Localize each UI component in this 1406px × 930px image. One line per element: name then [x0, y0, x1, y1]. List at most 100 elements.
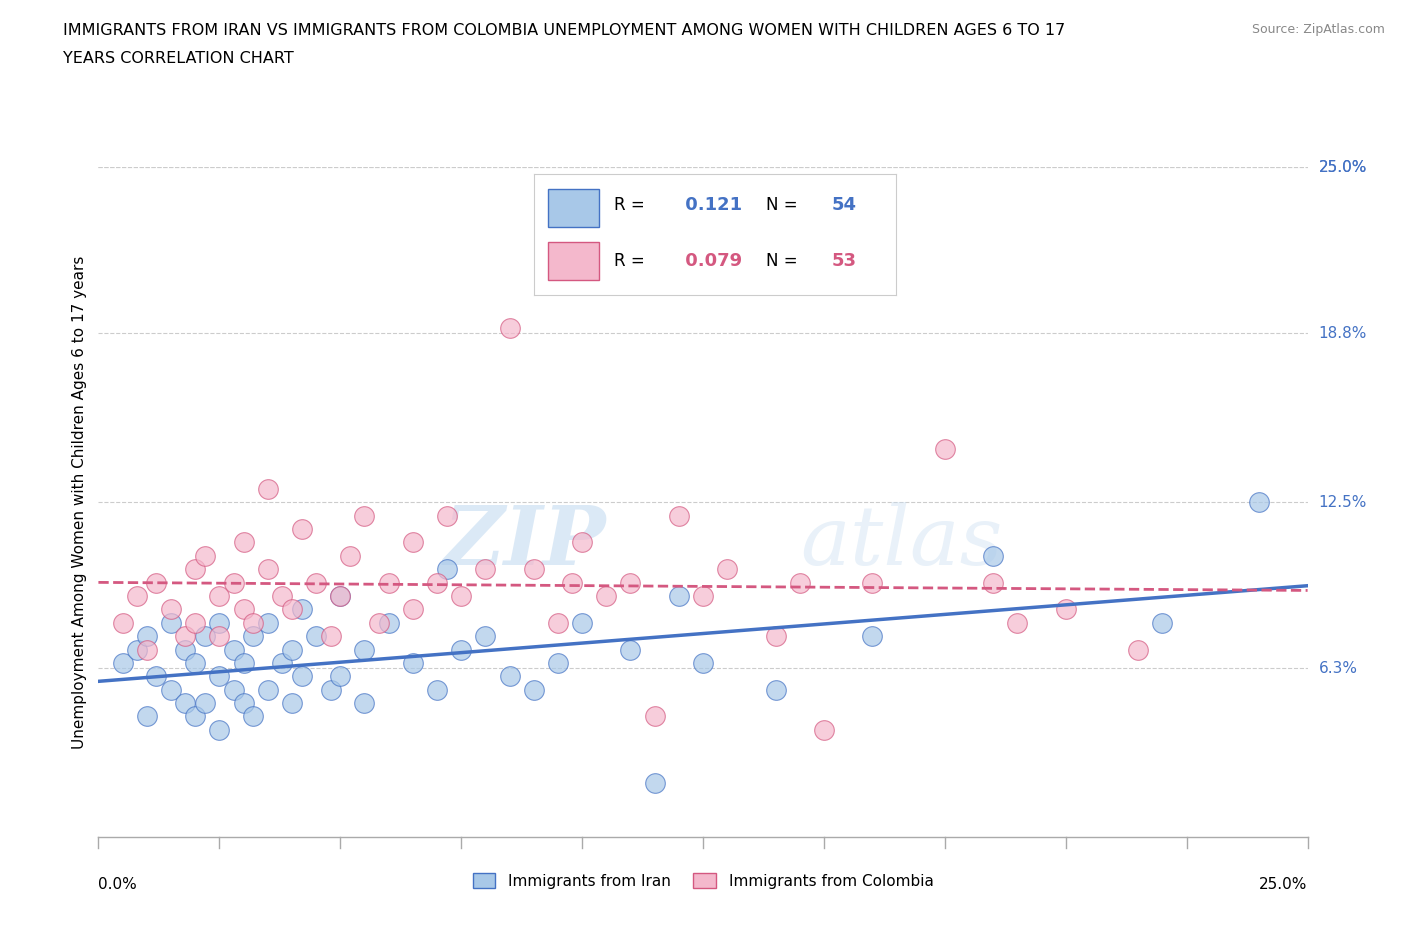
- Point: [174, 696, 197, 711]
- Point: [232, 696, 254, 711]
- Point: [981, 549, 1004, 564]
- Point: [184, 709, 207, 724]
- Point: [498, 669, 520, 684]
- Point: [716, 562, 738, 577]
- Point: [256, 616, 278, 631]
- Point: [281, 696, 304, 711]
- Point: [329, 589, 352, 604]
- Point: [232, 535, 254, 550]
- Point: [377, 575, 399, 590]
- Point: [135, 642, 157, 657]
- Point: [145, 575, 167, 590]
- Point: [222, 683, 245, 698]
- Point: [377, 616, 399, 631]
- Point: [174, 629, 197, 644]
- Point: [281, 602, 304, 617]
- Point: [281, 642, 304, 657]
- Point: [208, 616, 231, 631]
- Point: [174, 642, 197, 657]
- Point: [668, 589, 690, 604]
- Point: [208, 629, 231, 644]
- Text: 12.5%: 12.5%: [1319, 495, 1367, 510]
- Point: [644, 709, 666, 724]
- Text: 18.8%: 18.8%: [1319, 326, 1367, 341]
- Point: [256, 562, 278, 577]
- Point: [644, 776, 666, 790]
- Text: IMMIGRANTS FROM IRAN VS IMMIGRANTS FROM COLOMBIA UNEMPLOYMENT AMONG WOMEN WITH C: IMMIGRANTS FROM IRAN VS IMMIGRANTS FROM …: [63, 23, 1066, 38]
- Point: [426, 575, 449, 590]
- Point: [402, 535, 425, 550]
- Point: [184, 616, 207, 631]
- Point: [160, 602, 183, 617]
- Point: [305, 575, 328, 590]
- Point: [426, 683, 449, 698]
- Point: [222, 642, 245, 657]
- Point: [111, 616, 134, 631]
- Text: 25.0%: 25.0%: [1319, 160, 1367, 175]
- Point: [127, 589, 149, 604]
- Point: [765, 629, 787, 644]
- Point: [668, 508, 690, 523]
- Point: [1128, 642, 1150, 657]
- Point: [547, 656, 569, 671]
- Point: [353, 642, 375, 657]
- Text: YEARS CORRELATION CHART: YEARS CORRELATION CHART: [63, 51, 294, 66]
- Point: [319, 683, 342, 698]
- Point: [111, 656, 134, 671]
- Point: [242, 616, 264, 631]
- Point: [561, 575, 583, 590]
- Point: [1152, 616, 1174, 631]
- Point: [194, 696, 217, 711]
- Point: [232, 656, 254, 671]
- Point: [523, 562, 546, 577]
- Point: [789, 575, 811, 590]
- Point: [692, 589, 714, 604]
- Point: [571, 535, 593, 550]
- Point: [222, 575, 245, 590]
- Point: [194, 549, 217, 564]
- Text: 25.0%: 25.0%: [1260, 877, 1308, 892]
- Point: [135, 629, 157, 644]
- Point: [619, 575, 641, 590]
- Point: [981, 575, 1004, 590]
- Point: [523, 683, 546, 698]
- Point: [127, 642, 149, 657]
- Point: [184, 656, 207, 671]
- Point: [498, 321, 520, 336]
- Point: [329, 589, 352, 604]
- Point: [571, 616, 593, 631]
- Point: [208, 723, 231, 737]
- Point: [436, 508, 458, 523]
- Text: 6.3%: 6.3%: [1319, 660, 1358, 676]
- Point: [1054, 602, 1077, 617]
- Point: [256, 482, 278, 497]
- Point: [436, 562, 458, 577]
- Text: ZIP: ZIP: [444, 502, 606, 582]
- Y-axis label: Unemployment Among Women with Children Ages 6 to 17 years: Unemployment Among Women with Children A…: [72, 256, 87, 749]
- Text: 25.0%: 25.0%: [1319, 160, 1367, 175]
- Point: [290, 602, 312, 617]
- Point: [256, 683, 278, 698]
- Point: [813, 723, 835, 737]
- Point: [402, 602, 425, 617]
- Point: [329, 669, 352, 684]
- Point: [547, 616, 569, 631]
- Point: [242, 629, 264, 644]
- Point: [290, 669, 312, 684]
- Point: [619, 642, 641, 657]
- Point: [692, 656, 714, 671]
- Point: [208, 669, 231, 684]
- Point: [450, 589, 472, 604]
- Point: [450, 642, 472, 657]
- Point: [160, 683, 183, 698]
- Point: [305, 629, 328, 644]
- Point: [353, 508, 375, 523]
- Point: [271, 656, 294, 671]
- Point: [368, 616, 391, 631]
- Point: [184, 562, 207, 577]
- Point: [402, 656, 425, 671]
- Point: [242, 709, 264, 724]
- Point: [271, 589, 294, 604]
- Point: [595, 589, 617, 604]
- Point: [474, 562, 496, 577]
